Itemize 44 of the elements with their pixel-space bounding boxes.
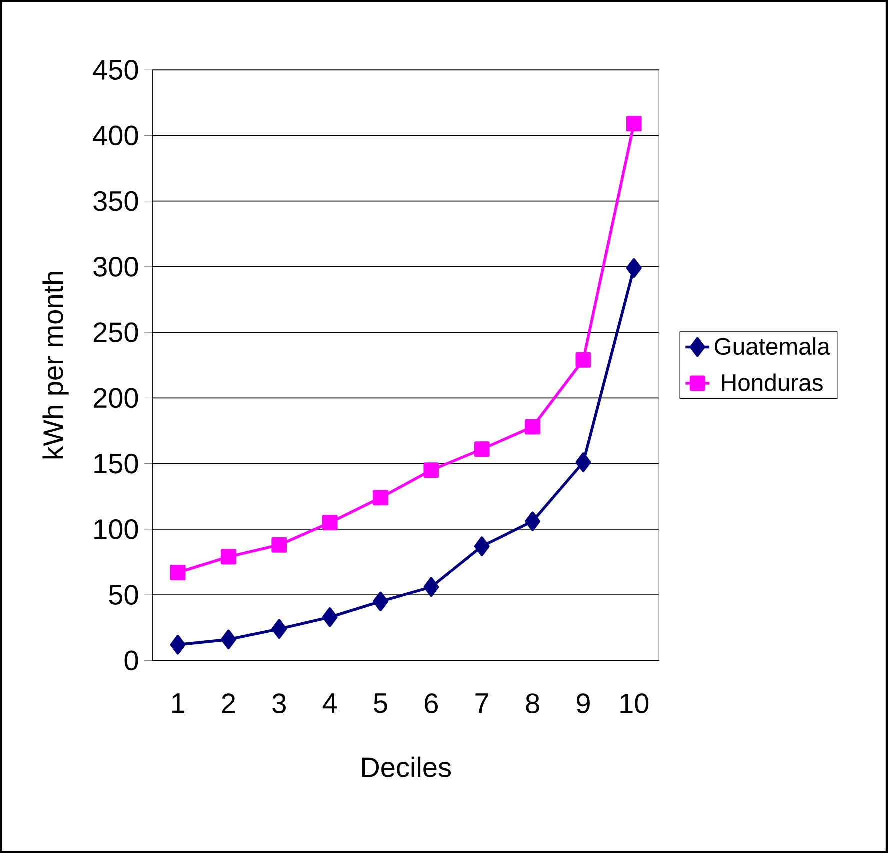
x-tick-label: 9 (576, 694, 590, 714)
x-tick-label: 10 (620, 694, 649, 714)
point (272, 619, 288, 639)
point (424, 577, 440, 597)
x-tick-label: 6 (425, 694, 438, 714)
point (474, 536, 490, 556)
legend-label: Guatemala (715, 337, 830, 355)
y-tick-label: 100 (94, 519, 138, 540)
y-tick-label: 150 (94, 454, 138, 474)
point (220, 630, 236, 650)
y-tick-label: 350 (94, 191, 138, 212)
y-tick-label: 250 (94, 322, 138, 342)
x-tick-label: 2 (222, 694, 236, 714)
point (170, 564, 186, 580)
y-tick-label: 0 (124, 650, 138, 670)
point (576, 452, 592, 472)
x-tick-label: 8 (526, 694, 540, 714)
legend-label: Honduras (722, 374, 823, 392)
x-tick-label: 4 (322, 694, 338, 713)
point (626, 258, 642, 278)
y-axis-title: kWh per month (42, 272, 69, 458)
y-tick-label: 200 (94, 388, 138, 408)
point (272, 537, 288, 553)
point (373, 592, 388, 612)
x-tick-label: 5 (374, 694, 388, 714)
point (220, 549, 236, 565)
point (525, 419, 540, 435)
x-tick-label: 3 (272, 694, 286, 714)
y-tick-label: 400 (93, 126, 138, 146)
y-tick-label: 300 (94, 256, 138, 277)
y-tick-label: 450 (93, 60, 138, 80)
x-axis-title: Deciles (362, 756, 452, 778)
point (474, 442, 490, 457)
point (322, 607, 338, 628)
x-tick-label: 7 (476, 694, 488, 713)
point (322, 515, 338, 530)
x-tick-label: 1 (172, 694, 184, 713)
point (373, 490, 388, 506)
point (424, 462, 440, 478)
point (170, 634, 186, 655)
point (626, 116, 642, 132)
point (576, 352, 592, 368)
point (525, 512, 540, 532)
y-tick-label: 50 (109, 585, 138, 605)
